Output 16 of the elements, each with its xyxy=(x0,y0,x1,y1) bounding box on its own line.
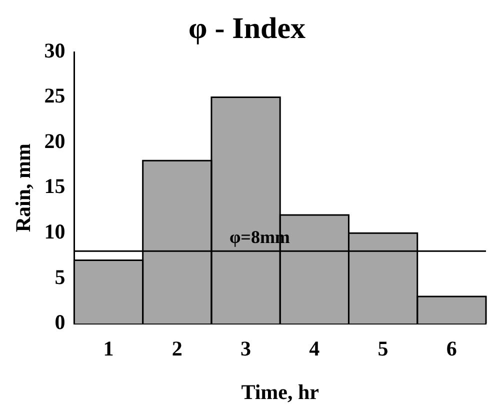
y-tick-label: 15 xyxy=(44,174,66,198)
x-tick-label: 4 xyxy=(309,336,320,361)
x-tick-label: 5 xyxy=(378,336,388,361)
y-tick-label: 0 xyxy=(54,310,66,334)
y-axis-title: Rain, mm xyxy=(11,142,36,232)
y-tick-label: 25 xyxy=(44,84,66,108)
x-tick-label: 6 xyxy=(446,336,457,361)
y-tick-label: 5 xyxy=(54,264,66,289)
x-tick-label: 2 xyxy=(172,336,182,361)
x-tick-label: 1 xyxy=(103,336,114,361)
x-tick-label: 3 xyxy=(240,336,252,361)
chart-title: φ - Index xyxy=(188,12,306,45)
y-tick-label: 10 xyxy=(44,219,66,244)
y-tick-label: 30 xyxy=(44,38,66,62)
y-tick-label: 20 xyxy=(44,128,66,153)
x-axis-title: Time, hr xyxy=(241,380,319,404)
